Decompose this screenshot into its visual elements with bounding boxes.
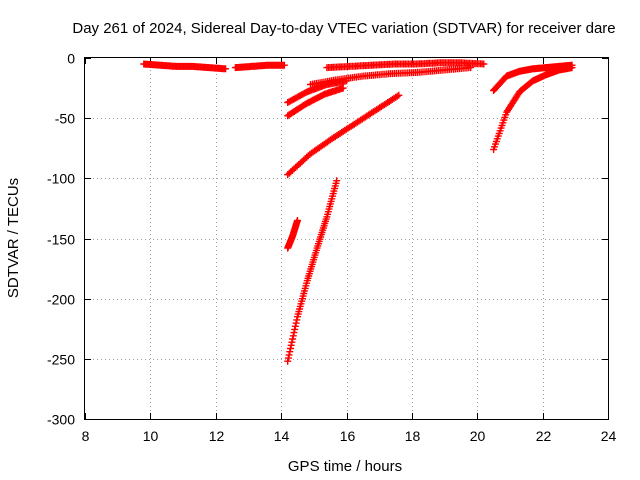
- x-tick-label: 18: [405, 428, 421, 444]
- series-track-f: [284, 84, 347, 120]
- data-marks: [140, 59, 576, 365]
- x-tick-label: 16: [340, 428, 356, 444]
- x-tick-label: 14: [274, 428, 290, 444]
- series-track-g: [284, 91, 403, 179]
- y-tick-label: 0: [67, 51, 75, 67]
- data-point: [333, 177, 341, 185]
- series-track-a: [140, 60, 230, 73]
- data-point: [393, 92, 401, 100]
- series-track-i: [284, 177, 341, 365]
- chart-title: Day 261 of 2024, Sidereal Day-to-day VTE…: [72, 20, 615, 37]
- data-point: [395, 91, 403, 99]
- x-axis-label: GPS time / hours: [288, 458, 402, 475]
- series-track-k: [490, 64, 576, 153]
- y-tick-label: -200: [47, 292, 75, 308]
- plot-frame: [84, 57, 609, 420]
- x-tick-label: 22: [536, 428, 552, 444]
- data-point: [294, 217, 301, 224]
- x-tick-label: 8: [82, 428, 90, 444]
- tick-labels: 8 10 12 14 16 18 20 22 24 0 -50 -100 -150 -200 -250 -30…: [47, 51, 617, 445]
- data-point: [568, 64, 576, 72]
- tick-layer: [85, 58, 609, 420]
- y-axis-label: SDTVAR / TECUs: [5, 178, 22, 298]
- y-tick-label: -150: [47, 232, 75, 248]
- data-point: [467, 64, 475, 72]
- series-track-h: [284, 217, 301, 252]
- x-tick-label: 24: [601, 428, 617, 444]
- y-tick-label: -50: [55, 111, 75, 127]
- y-tick-label: -100: [47, 171, 75, 187]
- data-point: [339, 84, 347, 92]
- x-tick-label: 12: [209, 428, 225, 444]
- grid-layer: [85, 58, 608, 419]
- data-point: [480, 60, 488, 68]
- series-track-e: [284, 77, 350, 106]
- series-track-b: [231, 61, 288, 72]
- series-track-c: [323, 59, 488, 72]
- x-tick-label: 20: [470, 428, 486, 444]
- y-tick-label: -250: [47, 352, 75, 368]
- data-point: [343, 77, 350, 85]
- data-point: [280, 61, 288, 69]
- y-tick-label: -300: [47, 412, 75, 428]
- data-point: [222, 65, 230, 73]
- series-track-j: [490, 61, 576, 94]
- x-tick-label: 10: [143, 428, 159, 444]
